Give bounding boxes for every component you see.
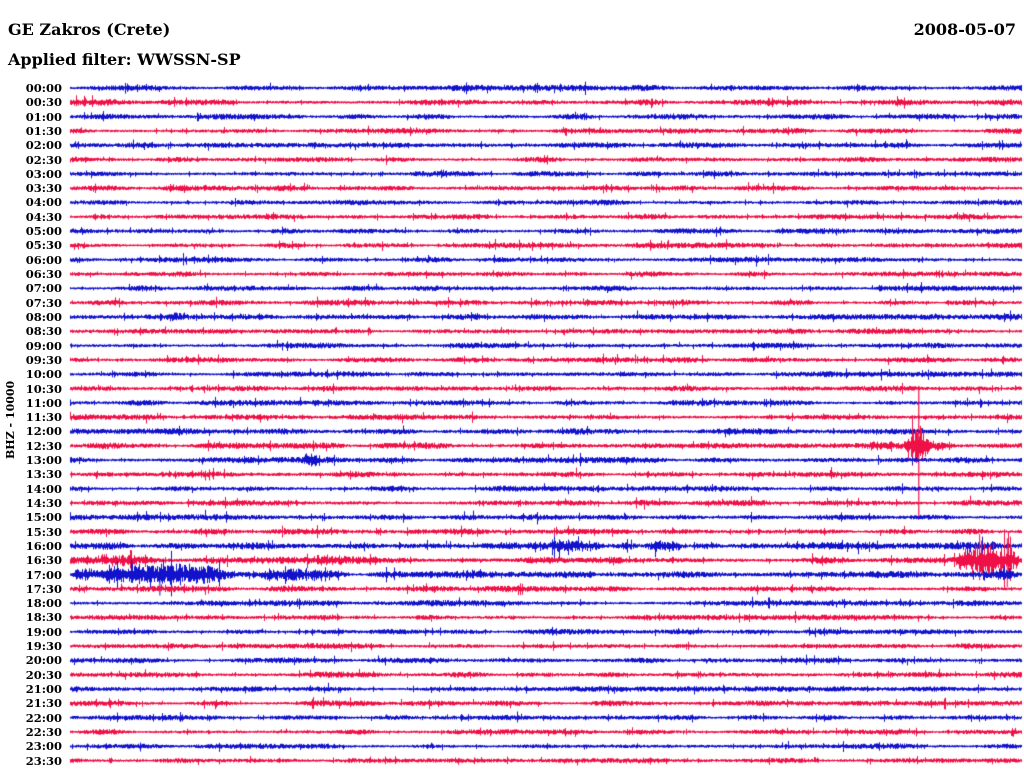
- time-label: 07:00: [25, 281, 62, 296]
- time-label: 00:30: [25, 95, 62, 110]
- time-label: 10:30: [25, 381, 62, 396]
- time-label: 16:30: [25, 553, 62, 568]
- time-label: 19:30: [25, 639, 62, 654]
- time-label: 15:00: [25, 510, 62, 525]
- time-label: 18:30: [25, 610, 62, 625]
- time-label: 15:30: [25, 524, 62, 539]
- time-label: 12:00: [25, 424, 62, 439]
- time-label: 14:30: [25, 495, 62, 510]
- time-label: 06:00: [25, 252, 62, 267]
- time-label: 10:00: [25, 367, 62, 382]
- filter-label: Applied filter: WWSSN-SP: [8, 50, 241, 69]
- time-label: 09:30: [25, 352, 62, 367]
- time-label: 08:30: [25, 324, 62, 339]
- time-label: 20:00: [25, 653, 62, 668]
- time-label: 07:30: [25, 295, 62, 310]
- time-label: 21:30: [25, 696, 62, 711]
- time-label: 23:00: [25, 739, 62, 754]
- time-label: 00:00: [25, 81, 62, 95]
- time-label: 22:00: [25, 710, 62, 725]
- time-label: 11:00: [25, 395, 62, 410]
- time-label: 03:30: [25, 181, 62, 196]
- time-label: 06:30: [25, 267, 62, 282]
- time-label: 09:00: [25, 338, 62, 353]
- time-label: 21:00: [25, 682, 62, 697]
- time-label: 02:30: [25, 152, 62, 167]
- record-date: 2008-05-07: [913, 20, 1016, 39]
- time-label: 20:30: [25, 667, 62, 682]
- station-title: GE Zakros (Crete): [8, 20, 171, 39]
- time-label: 08:00: [25, 309, 62, 324]
- time-label: 04:00: [25, 195, 62, 210]
- time-label: 01:00: [25, 109, 62, 124]
- time-label: 17:00: [25, 567, 62, 582]
- time-label: 02:00: [25, 138, 62, 153]
- time-label: 04:30: [25, 209, 62, 224]
- time-label: 19:00: [25, 624, 62, 639]
- time-label: 13:00: [25, 453, 62, 468]
- time-label: 18:00: [25, 596, 62, 611]
- time-label: 05:30: [25, 238, 62, 253]
- time-label: 14:00: [25, 481, 62, 496]
- time-label: 17:30: [25, 581, 62, 596]
- time-label: 16:00: [25, 538, 62, 553]
- time-label: 03:00: [25, 166, 62, 181]
- time-label: 01:30: [25, 123, 62, 138]
- time-label: 11:30: [25, 410, 62, 425]
- time-label: 23:30: [25, 753, 62, 768]
- time-label: 22:30: [25, 724, 62, 739]
- time-label: 05:00: [25, 224, 62, 239]
- time-label: 12:30: [25, 438, 62, 453]
- time-label: 13:30: [25, 467, 62, 482]
